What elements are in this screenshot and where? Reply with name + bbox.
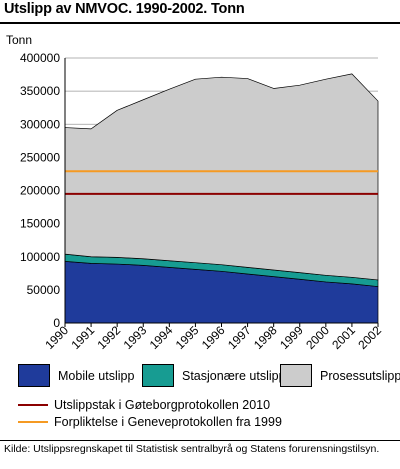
legend-line-goteborg <box>18 404 48 406</box>
x-tick-label-1990: 1990 <box>42 323 71 352</box>
y-tick-label-250000: 250000 <box>20 150 60 164</box>
legend-swatch-mobile <box>18 364 50 387</box>
y-tick-label-100000: 100000 <box>20 250 60 264</box>
legend-item-prosess: Prosessutslipp <box>280 364 400 387</box>
x-tick-label-1996: 1996 <box>199 323 228 352</box>
x-tick-label-2002: 2002 <box>355 323 384 352</box>
y-tick-label-150000: 150000 <box>20 217 60 231</box>
source-rule <box>0 440 400 441</box>
x-tick-label-1994: 1994 <box>147 323 176 352</box>
legend-label-geneve: Forpliktelse i Geneveprotokollen fra 199… <box>54 415 282 429</box>
legend-label-mobile: Mobile utslipp <box>58 368 135 383</box>
y-tick-label-50000: 50000 <box>27 283 61 297</box>
legend-label-goteborg: Utslippstak i Gøteborgprotokollen 2010 <box>54 398 271 412</box>
x-tick-label-2001: 2001 <box>329 323 358 352</box>
y-tick-label-350000: 350000 <box>20 84 60 98</box>
legend-swatch-stasjonaere <box>142 364 174 387</box>
x-tick-label-1991: 1991 <box>68 323 97 352</box>
y-tick-label-400000: 400000 <box>20 51 60 65</box>
y-axis-unit-label: Tonn <box>6 33 33 47</box>
chart-title: Utslipp av NMVOC. 1990-2002. Tonn <box>4 1 245 17</box>
source-note: Kilde: Utslippsregnskapet til Statistisk… <box>4 443 380 455</box>
legend-item-geneve: Forpliktelse i Geneveprotokollen fra 199… <box>18 415 282 429</box>
x-tick-label-1993: 1993 <box>121 323 150 352</box>
x-tick-label-1992: 1992 <box>95 323 124 352</box>
legend-label-stasjonaere: Stasjonære utslipp <box>182 368 286 383</box>
legend-label-prosess: Prosessutslipp <box>320 368 400 383</box>
legend-swatch-prosess <box>280 364 312 387</box>
area-series <box>64 73 379 324</box>
area-chart: 0 50000 100000 150000 200000 250000 300000 3500… <box>20 51 384 352</box>
reference-lines <box>65 170 378 195</box>
x-tick-label-1998: 1998 <box>251 323 280 352</box>
axes <box>64 58 379 327</box>
y-tick-label-0: 0 <box>53 316 60 330</box>
area-prosess <box>64 73 379 281</box>
x-tick-label-1999: 1999 <box>277 323 306 352</box>
legend-line-geneve <box>18 421 48 423</box>
y-tick-labels: 0 50000 100000 150000 200000 250000 300000 3500… <box>20 51 60 330</box>
x-tick-label-1997: 1997 <box>225 323 254 352</box>
y-tick-label-200000: 200000 <box>20 184 60 198</box>
title-rule <box>0 22 400 24</box>
x-tick-labels: 1990199119921993199419951996199719981999… <box>42 323 384 352</box>
legend-item-stasjonaere: Stasjonære utslipp <box>142 364 286 387</box>
legend-item-goteborg: Utslippstak i Gøteborgprotokollen 2010 <box>18 398 270 412</box>
y-tick-label-300000: 300000 <box>20 117 60 131</box>
x-tick-label-2000: 2000 <box>303 323 332 352</box>
x-tick-label-1995: 1995 <box>173 323 202 352</box>
legend-item-mobile: Mobile utslipp <box>18 364 134 387</box>
